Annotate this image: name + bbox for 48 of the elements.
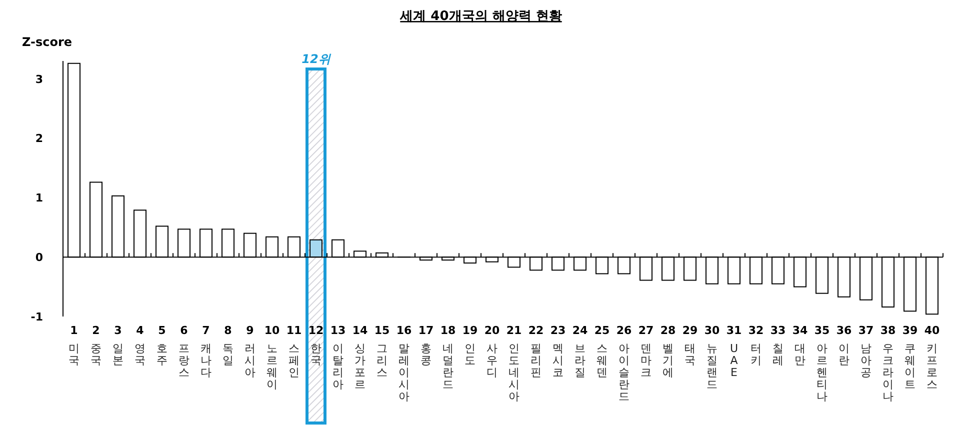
x-tick-label: 32 터키 [748, 324, 764, 367]
x-tick-label: 27 덴마크 [638, 324, 654, 379]
chart-title: 세계 40개국의 해양력 현황 [399, 9, 562, 24]
y-tick-label: 1 [35, 192, 43, 205]
y-tick-label: 2 [35, 132, 43, 146]
x-tick-label: 18 네덜란드 [440, 324, 456, 391]
x-tick-label: 38 우크라이나 [880, 324, 896, 403]
x-tick-label: 10 노르웨이 [264, 324, 280, 391]
x-tick-label: 33 칠레 [770, 324, 786, 367]
x-tick-label: 2 중국 [90, 324, 102, 367]
x-tick-label: 36 이란 [836, 324, 852, 367]
x-tick-label: 19 인도 [462, 324, 478, 367]
x-tick-label: 40 키프로스 [924, 324, 940, 391]
x-tick-label: 17 홍콩 [418, 324, 434, 367]
x-tick-label: 12 한국 [308, 324, 324, 367]
x-tick-label: 1 미국 [68, 324, 80, 367]
x-tick-label: 31 UAE [726, 324, 742, 379]
x-tick-label: 7 캐나다 [200, 324, 212, 379]
y-tick-label: -1 [30, 310, 43, 324]
x-tick-label: 11 스페인 [286, 324, 302, 379]
x-tick-label: 29 태국 [682, 324, 698, 367]
x-tick-label: 28 벨기에 [660, 324, 676, 379]
x-tick-label: 20 사우디 [484, 324, 500, 379]
x-tick-label: 13 이탈리아 [330, 324, 346, 391]
x-tick-label: 4 영국 [134, 324, 146, 367]
x-tick-label: 9 러시아 [244, 324, 256, 379]
x-tick-label: 6 프랑스 [178, 324, 190, 379]
x-tick-label: 21 인도네시아 [506, 324, 522, 403]
x-tick-label: 34 대만 [792, 324, 808, 367]
x-tick-label: 30 뉴질랜드 [704, 324, 720, 391]
x-tick-label: 24 브라질 [572, 324, 588, 379]
x-tick-label: 39 쿠웨이트 [902, 324, 918, 391]
x-tick-label: 3 일본 [112, 324, 124, 367]
x-tick-label: 35 아르헨티나 [814, 324, 830, 403]
x-tick-label: 16 말레이시아 [396, 324, 412, 403]
x-tick-label: 37 남아공 [858, 324, 874, 379]
x-tick-label: 22 필리핀 [528, 324, 544, 379]
x-tick-label: 15 그리스 [374, 324, 390, 379]
y-tick-label: 0 [35, 251, 44, 264]
x-tick-label: 8 독일 [222, 324, 234, 367]
x-tick-label: 23 멕시코 [550, 324, 566, 379]
y-axis-title: Z-score [22, 35, 72, 49]
x-tick-label: 5 호주 [156, 324, 168, 367]
x-tick-label: 14 싱가포르 [352, 324, 368, 391]
x-tick-label: 26 아이슬란드 [616, 324, 632, 403]
y-tick-label: 3 [35, 72, 43, 86]
band-label: 12위 [302, 52, 332, 66]
x-tick-label: 25 스웨덴 [594, 324, 610, 379]
